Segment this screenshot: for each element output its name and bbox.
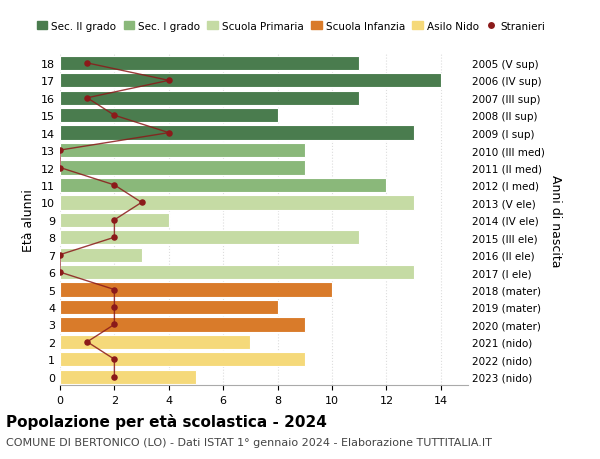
Point [82,60,92,67]
Point [110,373,119,381]
Y-axis label: Età alunni: Età alunni [22,189,35,252]
Point [55,269,65,276]
Point [137,199,146,207]
Bar [60,230,359,245]
Bar [60,196,413,210]
Bar [60,144,305,158]
Text: COMUNE DI BERTONICO (LO) - Dati ISTAT 1° gennaio 2024 - Elaborazione TUTTITALIA.: COMUNE DI BERTONICO (LO) - Dati ISTAT 1°… [6,437,492,447]
Bar [60,91,359,106]
Bar [60,74,441,88]
Y-axis label: Anni di nascita: Anni di nascita [549,174,562,267]
Bar [60,179,386,193]
Bar [60,126,413,140]
Point [110,217,119,224]
Bar [60,335,250,349]
Point [82,338,92,346]
Bar [60,283,332,297]
Legend: Sec. II grado, Sec. I grado, Scuola Primaria, Scuola Infanzia, Asilo Nido, Stran: Sec. II grado, Sec. I grado, Scuola Prim… [32,17,550,36]
Bar [60,161,305,175]
Point [164,78,173,85]
Point [110,286,119,294]
Bar [60,213,169,228]
Point [110,321,119,328]
Point [110,303,119,311]
Point [164,130,173,137]
Point [82,95,92,102]
Bar [60,265,413,280]
Point [110,182,119,189]
Point [55,147,65,154]
Text: Popolazione per età scolastica - 2024: Popolazione per età scolastica - 2024 [6,413,327,429]
Point [55,252,65,259]
Point [110,356,119,363]
Bar [60,300,278,314]
Bar [60,318,305,332]
Bar [60,56,359,71]
Point [55,164,65,172]
Point [110,234,119,241]
Bar [60,370,196,384]
Bar [60,353,305,367]
Point [110,112,119,120]
Bar [60,109,278,123]
Bar [60,248,142,262]
